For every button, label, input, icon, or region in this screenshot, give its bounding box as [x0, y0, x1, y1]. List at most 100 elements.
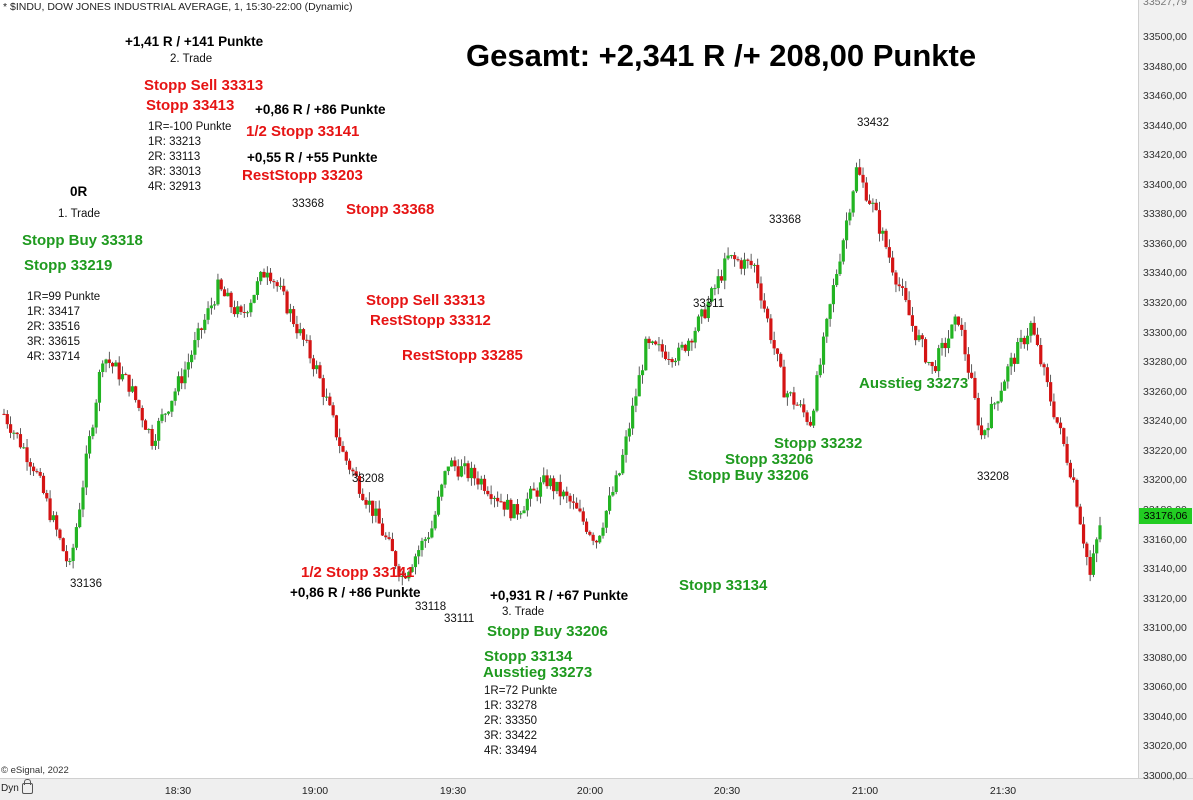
annotation-stop-buy-33206: Stopp Buy 33206: [688, 467, 809, 484]
candle-body: [456, 466, 460, 477]
candle-body: [157, 420, 161, 441]
time-axis[interactable]: [0, 778, 1193, 800]
candle-body: [963, 329, 967, 355]
time-tick-label: 20:30: [713, 785, 741, 797]
chart-title: * $INDU, DOW JONES INDUSTRIAL AVERAGE, 1…: [3, 1, 353, 13]
candle-body: [542, 475, 546, 483]
candle-body: [265, 272, 269, 278]
candle-body: [18, 434, 23, 448]
candle-body: [150, 429, 154, 446]
candle-body: [87, 436, 92, 454]
candle-body: [160, 414, 164, 421]
trade2-result: +1,41 R / +141 Punkte: [125, 34, 264, 49]
price-axis[interactable]: [1138, 0, 1193, 778]
candle-body: [677, 347, 681, 361]
candle-body: [32, 466, 36, 472]
candle-body: [120, 374, 125, 380]
candle-body: [670, 359, 674, 363]
candle-body: [367, 500, 371, 505]
candle-body: [94, 402, 98, 428]
candle-body: [1072, 477, 1076, 480]
price-tick-label: 33080,00: [1143, 651, 1187, 664]
candle-body: [443, 471, 447, 485]
candle-body: [450, 460, 454, 467]
candle-body: [640, 370, 645, 376]
candle-body: [216, 279, 220, 305]
candle-body: [380, 523, 385, 536]
price-chart[interactable]: [0, 0, 1138, 778]
time-tick-label: 19:30: [439, 785, 467, 797]
candle-body: [923, 339, 928, 363]
lock-icon[interactable]: [21, 779, 33, 794]
candle-body: [502, 501, 506, 510]
candle-body: [1035, 334, 1040, 345]
candle-body: [176, 376, 181, 392]
candle-body: [219, 279, 223, 290]
candle-body: [147, 429, 151, 431]
candle-body: [180, 376, 184, 384]
candle-body: [466, 463, 470, 479]
candle-body: [940, 342, 944, 349]
candle-body: [242, 311, 246, 313]
candle-body: [660, 344, 664, 352]
candle-body: [772, 340, 776, 349]
candle-body: [282, 285, 286, 292]
trade1-name: 1. Trade: [58, 208, 101, 220]
candle-body: [914, 325, 918, 341]
candle-body: [927, 361, 931, 363]
candle-body: [78, 509, 82, 528]
candle-body: [752, 264, 757, 266]
trade2-target-3: 3R: 33013: [148, 166, 202, 178]
trade3-stop: Stopp 33134: [484, 648, 573, 665]
candle-body: [808, 421, 812, 426]
candle-body: [604, 510, 608, 528]
candle-body: [970, 372, 974, 378]
candle-body: [1012, 357, 1017, 364]
candle-body: [956, 316, 961, 325]
trade3-target-4: 4R: 33494: [484, 745, 538, 757]
candle-body: [943, 342, 947, 349]
candle-body: [966, 354, 970, 373]
candle-body: [841, 240, 845, 262]
candle-body: [71, 547, 75, 562]
price-tick-label: 33260,00: [1143, 385, 1187, 398]
swing-label: 33368: [769, 214, 801, 226]
candle-body: [463, 463, 467, 467]
candle-body: [716, 276, 720, 289]
candle-body: [825, 318, 829, 337]
candle-body: [446, 466, 450, 472]
annotation-stop-33206: Stopp 33206: [725, 451, 814, 468]
candle-body: [512, 504, 516, 519]
price-tick-label: 33280,00: [1143, 356, 1187, 369]
annotation-partial-result-1: +0,86 R / +86 Punkte: [255, 102, 386, 117]
candle-body: [1025, 335, 1030, 345]
mode-indicator[interactable]: Dyn: [1, 779, 33, 794]
trade1-entry: Stopp Buy 33318: [22, 232, 143, 249]
annotation-stop-33232: Stopp 33232: [774, 435, 863, 452]
candle-body: [529, 488, 533, 499]
candle-body: [384, 535, 388, 538]
candle-body: [1091, 553, 1096, 575]
price-tick-label: 33340,00: [1143, 267, 1187, 280]
candle-body: [986, 428, 990, 431]
candle-body: [1022, 337, 1026, 345]
candle-body: [351, 469, 355, 472]
trade1-stop: Stopp 33219: [24, 257, 113, 274]
candle-body: [278, 285, 283, 287]
candle-body: [64, 551, 69, 562]
price-tick-label: 33020,00: [1143, 740, 1187, 753]
price-tick-label: 33500,00: [1143, 31, 1187, 43]
trade2-target-2: 2R: 33113: [148, 151, 201, 163]
candle-body: [232, 307, 236, 315]
candle-body: [473, 467, 477, 479]
candle-body: [858, 167, 862, 175]
candle-body: [1088, 557, 1092, 575]
candle-body: [334, 415, 339, 438]
candle-body: [538, 482, 543, 497]
candle-body: [318, 365, 322, 379]
candle-body: [476, 478, 480, 485]
candle-body: [315, 365, 319, 370]
candle-body: [193, 340, 197, 355]
candle-body: [525, 498, 529, 511]
candle-body: [41, 475, 46, 494]
